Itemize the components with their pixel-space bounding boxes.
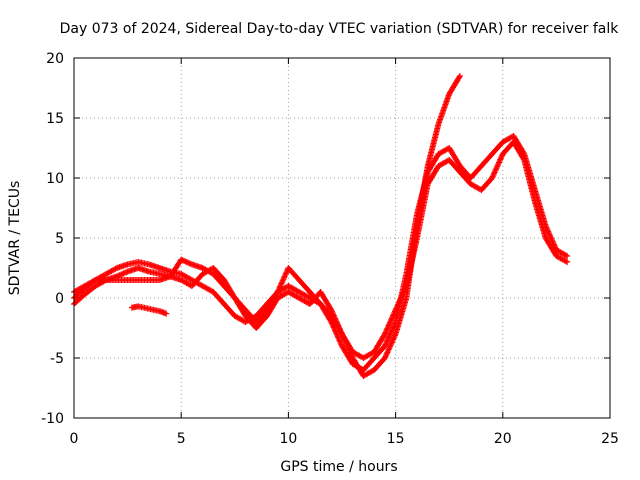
series-track-d — [128, 303, 170, 317]
data-point — [456, 73, 463, 79]
y-tick-label: 20 — [46, 51, 64, 67]
x-tick-labels: 0 5 10 15 20 25 — [70, 431, 619, 447]
y-axis-label: SDTVAR / TECUs — [7, 181, 23, 296]
x-tick-label: 15 — [387, 431, 405, 447]
data-point — [562, 252, 569, 259]
data-point — [564, 253, 571, 259]
data-point — [562, 258, 569, 265]
series-track-a — [71, 73, 463, 379]
plot-frame — [73, 57, 611, 419]
y-tick-label: 5 — [55, 231, 64, 247]
chart-title: Day 073 of 2024, Sidereal Day-to-day VTE… — [60, 21, 620, 37]
data-points — [71, 73, 571, 379]
y-tick-label: -10 — [41, 411, 64, 427]
x-tick-label: 10 — [279, 431, 297, 447]
y-tick-labels: -10 -5 0 5 10 15 20 — [41, 51, 64, 427]
data-point — [564, 259, 571, 265]
y-tick-label: 15 — [46, 111, 64, 127]
data-point — [520, 155, 527, 162]
y-tick-label: -5 — [50, 351, 64, 367]
x-tick-label: 25 — [601, 431, 619, 447]
y-tick-label: 10 — [46, 171, 64, 187]
x-tick-label: 5 — [177, 431, 186, 447]
data-point — [456, 74, 463, 81]
series-track-c — [71, 139, 571, 361]
data-point — [91, 277, 98, 284]
data-point — [327, 317, 334, 324]
data-point — [327, 305, 334, 312]
data-point — [112, 265, 119, 272]
x-axis-label: GPS time / hours — [280, 459, 397, 475]
data-point — [381, 332, 388, 339]
x-tick-label: 20 — [494, 431, 512, 447]
x-tick-label: 0 — [70, 431, 79, 447]
y-tick-label: 0 — [55, 291, 64, 307]
data-point — [163, 310, 170, 317]
data-point — [273, 290, 280, 297]
grid-lines — [74, 58, 610, 418]
